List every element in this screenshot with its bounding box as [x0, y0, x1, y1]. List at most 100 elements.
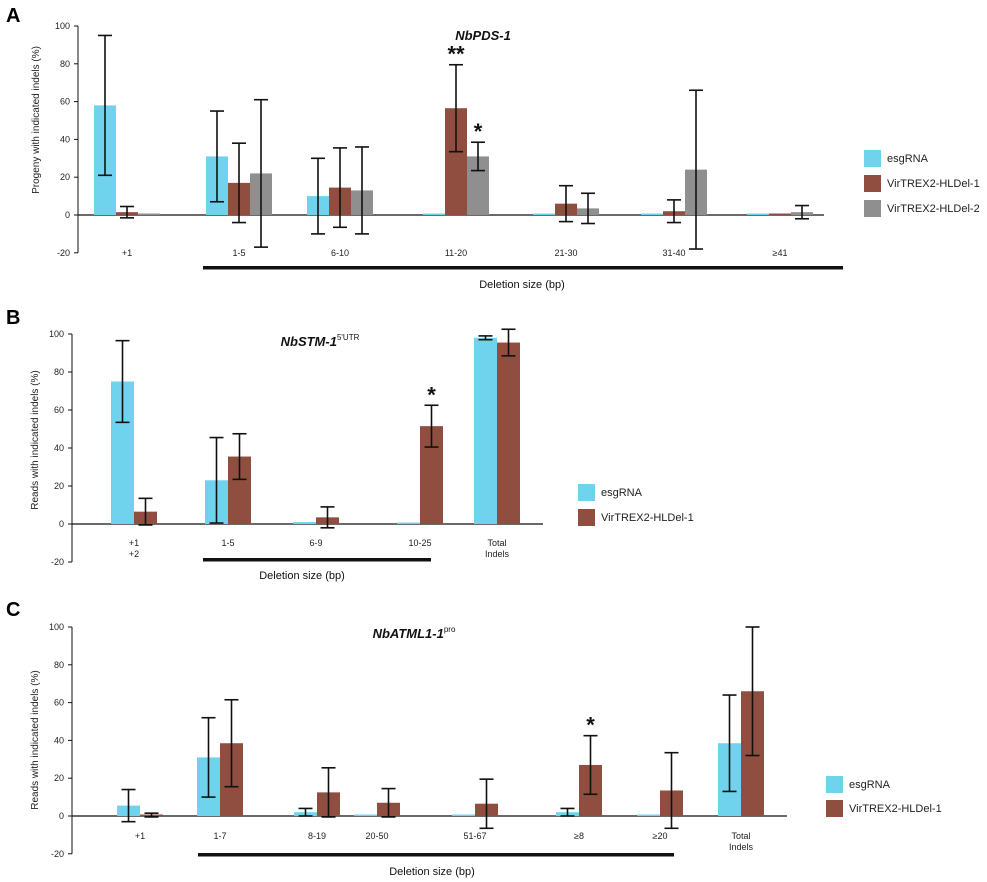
x-axis-label: Deletion size (bp)	[389, 866, 475, 878]
panel-letter: B	[6, 307, 20, 329]
x-tick-label: 8-19	[308, 831, 326, 841]
y-tick-label: 20	[54, 481, 64, 491]
bar	[228, 456, 251, 524]
significance-marker: **	[447, 42, 465, 67]
bar	[769, 213, 791, 215]
legend-swatch-hldel2	[864, 200, 881, 217]
deletion-range-bar	[198, 853, 674, 857]
bar	[420, 426, 443, 524]
bar	[354, 814, 377, 816]
legend: esgRNA VirTREX2-HLDel-1	[826, 776, 942, 817]
x-tick-label: Total Indels	[729, 831, 754, 852]
bar	[747, 213, 769, 215]
x-tick-label: 10-25	[408, 538, 431, 548]
y-tick-label: 60	[54, 405, 64, 415]
y-tick-label: 0	[59, 811, 64, 821]
x-tick-label: ≥20	[653, 831, 668, 841]
bar	[397, 522, 420, 524]
legend-label: esgRNA	[601, 487, 643, 499]
x-tick-label: 1-7	[213, 831, 226, 841]
bar	[637, 814, 660, 816]
x-tick-label: +1 +2	[129, 538, 139, 559]
panel-c: C NbATML1-1pro Reads with indicated inde…	[6, 599, 942, 878]
x-tick-label: 1-5	[232, 248, 245, 258]
x-tick-label: ≥8	[574, 831, 584, 841]
bar	[423, 213, 445, 215]
x-tick-label: 1-5	[221, 538, 234, 548]
chart-title: NbATML1-1pro	[373, 625, 456, 641]
x-tick-label: 6-10	[331, 248, 349, 258]
x-tick-label: +1	[122, 248, 132, 258]
bar	[111, 381, 134, 524]
bar	[533, 213, 555, 215]
x-tick-label: 11-20	[445, 248, 467, 258]
bar	[641, 213, 663, 215]
x-tick-label: 31-40	[662, 248, 685, 258]
y-tick-label: 80	[54, 660, 64, 670]
deletion-range-bar	[203, 558, 431, 562]
legend-label: esgRNA	[849, 779, 891, 791]
legend-label: VirTREX2-HLDel-1	[887, 178, 980, 190]
y-axis-label: Reads with indicated indels (%)	[30, 670, 41, 810]
legend-swatch-esgrna	[578, 484, 595, 501]
plot-area: -20 0 20 40 60 80 100 +1 1-5 6-10 11-20 21-30 31-40 ≥…	[55, 21, 843, 270]
chart-title: NbSTM-15'UTR	[281, 333, 360, 349]
y-tick-label: 100	[49, 329, 64, 339]
y-tick-label: 0	[59, 519, 64, 529]
bar	[293, 522, 316, 524]
y-tick-label: 40	[54, 443, 64, 453]
legend-swatch-esgrna	[826, 776, 843, 793]
plot-area: -20 0 20 40 60 80 100 +1 +2 1-5 6-9 10-25 Total Indel…	[49, 328, 543, 567]
significance-marker: *	[427, 382, 436, 407]
y-tick-label: 20	[54, 773, 64, 783]
x-axis-label: Deletion size (bp)	[259, 570, 345, 582]
bar	[138, 213, 160, 215]
bar	[445, 108, 467, 215]
x-tick-label: Total Indels	[485, 538, 510, 559]
legend-label: VirTREX2-HLDel-2	[887, 203, 980, 215]
y-tick-label: 40	[54, 735, 64, 745]
y-tick-label: 100	[49, 622, 64, 632]
panel-letter: A	[6, 5, 20, 27]
y-tick-label: 20	[60, 172, 70, 182]
x-axis-label: Deletion size (bp)	[479, 279, 565, 291]
y-tick-label: 0	[65, 210, 70, 220]
legend: esgRNA VirTREX2-HLDel-1 VirTREX2-HLDel-2	[864, 150, 980, 217]
legend-label: VirTREX2-HLDel-1	[601, 512, 694, 524]
bar	[497, 342, 520, 524]
legend-label: esgRNA	[887, 153, 929, 165]
y-axis-label: Reads with indicated indels (%)	[30, 370, 41, 510]
plot-area: -20 0 20 40 60 80 100 +1 1-7 8-19 20-50 51-67 ≥8 ≥20 T…	[49, 622, 787, 859]
significance-marker: *	[474, 119, 483, 144]
y-tick-label: 60	[60, 97, 70, 107]
y-tick-label: 80	[60, 59, 70, 69]
significance-marker: *	[586, 713, 595, 738]
legend-label: VirTREX2-HLDel-1	[849, 803, 942, 815]
y-tick-label: -20	[51, 849, 64, 859]
y-tick-label: 40	[60, 134, 70, 144]
x-tick-label: 21-30	[554, 248, 577, 258]
y-tick-label: 60	[54, 698, 64, 708]
y-tick-label: -20	[57, 248, 70, 258]
legend-swatch-esgrna	[864, 150, 881, 167]
legend-swatch-hldel1	[578, 509, 595, 526]
bar	[474, 337, 497, 524]
y-tick-label: 80	[54, 367, 64, 377]
panel-letter: C	[6, 599, 20, 621]
chart-title: NbPDS-1	[455, 28, 511, 43]
y-tick-label: -20	[51, 557, 64, 567]
x-tick-label: 51-67	[463, 831, 486, 841]
panel-b: B NbSTM-15'UTR Reads with indicated inde…	[6, 307, 694, 582]
legend: esgRNA VirTREX2-HLDel-1	[578, 484, 694, 526]
deletion-range-bar	[203, 266, 843, 270]
bar	[452, 814, 475, 816]
panel-a: A NbPDS-1 Progeny with indicated indels …	[6, 5, 980, 291]
x-tick-label: 6-9	[309, 538, 322, 548]
x-tick-label: 20-50	[365, 831, 388, 841]
legend-swatch-hldel1	[864, 175, 881, 192]
x-tick-label: +1	[135, 831, 145, 841]
legend-swatch-hldel1	[826, 800, 843, 817]
x-tick-label: ≥41	[773, 248, 788, 258]
y-axis-label: Progeny with indicated indels (%)	[31, 46, 42, 194]
